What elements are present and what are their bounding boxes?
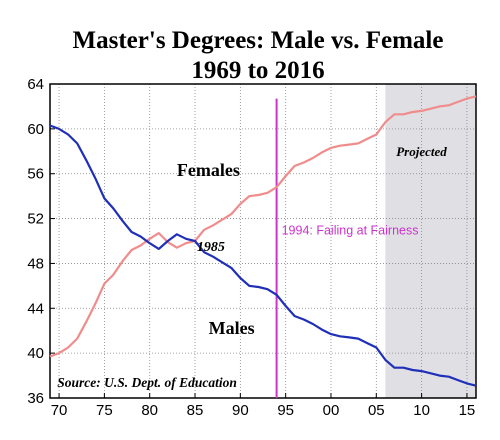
x-tick-label-75: 75 — [96, 402, 113, 419]
series-line-males — [49, 124, 477, 387]
x-axis-ticks: 70 75 80 85 90 95 00 05 10 15 — [51, 393, 476, 419]
x-tick-label-90: 90 — [232, 402, 249, 419]
x-tick-label-70: 70 — [51, 402, 68, 419]
y-tick-label-52: 52 — [27, 211, 44, 228]
x-tick-label-05: 05 — [368, 402, 385, 419]
crossover-annotation: 1985 — [197, 240, 225, 255]
y-tick-label-56: 56 — [27, 166, 44, 183]
y-tick-label-40: 40 — [27, 345, 44, 362]
y-tick-label-48: 48 — [27, 255, 44, 272]
projected-label: Projected — [396, 144, 447, 159]
plot-frame — [49, 83, 477, 399]
x-tick-label-10: 10 — [413, 402, 430, 419]
x-tick-label-95: 95 — [277, 402, 294, 419]
marker-annotation: 1994: Failing at Fairness — [282, 223, 419, 237]
projected-region — [385, 84, 476, 398]
x-tick-label-85: 85 — [187, 402, 204, 419]
y-tick-label-64: 64 — [27, 76, 44, 93]
y-tick-label-44: 44 — [27, 300, 44, 317]
series-label-females: Females — [177, 160, 240, 180]
x-tick-label-15: 15 — [459, 402, 476, 419]
series-line-females — [49, 95, 477, 358]
chart-subtitle: 1969 to 2016 — [191, 57, 324, 84]
source-note: Source: U.S. Dept. of Education — [57, 375, 237, 390]
y-tick-label-60: 60 — [27, 121, 44, 138]
x-tick-label-80: 80 — [141, 402, 158, 419]
x-tick-label-00: 00 — [323, 402, 340, 419]
y-axis-ticks: 36 40 44 48 52 56 60 64 — [27, 76, 55, 407]
y-tick-label-36: 36 — [27, 390, 44, 407]
chart-title: Master's Degrees: Male vs. Female — [73, 27, 444, 54]
grid-lines — [50, 84, 476, 398]
series-label-males: Males — [209, 318, 255, 338]
